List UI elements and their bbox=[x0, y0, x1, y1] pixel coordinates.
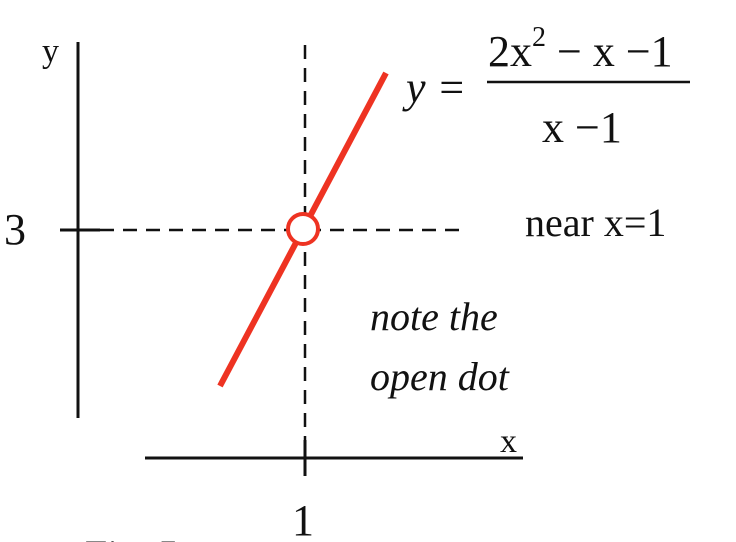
equation-lhs: y = bbox=[402, 63, 466, 112]
y-axis-label: y bbox=[42, 33, 59, 70]
x-tick-label: 1 bbox=[292, 496, 314, 542]
open-dot bbox=[286, 212, 320, 246]
y-tick-label: 3 bbox=[4, 205, 26, 254]
figure-label: Fig. 5 bbox=[85, 532, 178, 542]
equation-numerator: 2x2 − x −1 bbox=[488, 22, 673, 76]
near-caption: near x=1 bbox=[525, 200, 666, 245]
note-line-2: open dot bbox=[370, 354, 510, 399]
numerator-suffix: − x −1 bbox=[546, 27, 673, 76]
equation-denominator: x −1 bbox=[542, 103, 622, 152]
note-line-1: note the bbox=[370, 294, 498, 339]
numerator-exponent: 2 bbox=[532, 22, 546, 53]
numerator-prefix: 2x bbox=[488, 27, 532, 76]
x-axis-label: x bbox=[500, 423, 517, 460]
